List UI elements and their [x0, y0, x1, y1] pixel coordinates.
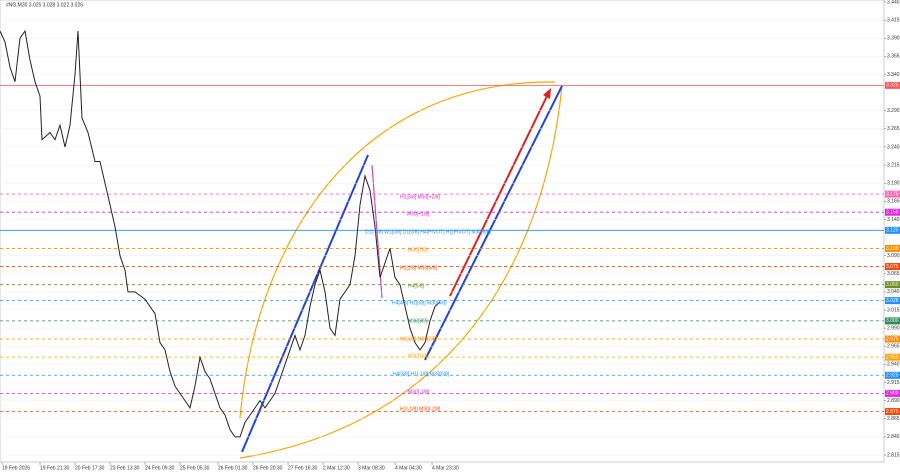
y-tick-label: 2.840 [887, 434, 900, 440]
x-tick-label: 25 Feb 05:30 [180, 465, 210, 471]
price-tag [885, 353, 900, 361]
price-tag-label: 3.175 [886, 191, 899, 197]
price-line [0, 29, 441, 438]
price-tag [885, 190, 900, 198]
level-annotation: M30[3/8] [408, 318, 428, 324]
x-tick-label: 20 Feb 17:30 [75, 465, 105, 471]
y-tick-label: 3.090 [887, 253, 900, 259]
y-tick-label: 3.215 [887, 162, 900, 168]
y-tick-label: 3.190 [887, 181, 900, 187]
price-tag-label: 3.325 [886, 83, 899, 89]
price-tag [885, 281, 900, 289]
price-tag-label: 2.900 [886, 391, 899, 397]
x-tick-label: 2 Mar 12:30 [323, 465, 350, 471]
x-tick-label: 24 Feb 09:30 [145, 465, 175, 471]
y-tick-label: 3.065 [887, 271, 900, 277]
x-tick-label: 26 Feb 01:30 [218, 465, 248, 471]
arc-lower [239, 85, 563, 459]
x-tick-label: 19 Feb 2026 [2, 465, 30, 471]
price-tag [885, 408, 900, 416]
price-tag-label: 2.925 [886, 373, 899, 379]
y-tick-label: 3.140 [887, 217, 900, 223]
price-tag [885, 208, 900, 216]
level-annotation: H1[1/8] M30[6/8] [400, 265, 438, 271]
plot-area [0, 0, 885, 463]
price-tag [885, 389, 900, 397]
x-tick-label: 26 Feb 20:30 [253, 465, 283, 471]
level-annotation: M30[+1/8] [407, 211, 430, 217]
price-tag-label: 3.050 [886, 282, 899, 288]
price-tag [885, 297, 900, 305]
level-annotation: H4[3/8] H1[-1/8] M30[0/8] [393, 371, 450, 377]
price-tag-label: 3.125 [886, 228, 899, 234]
y-tick-label: 2.890 [887, 398, 900, 404]
level-annotation: H1[3/8] M30[+2/8] [400, 194, 440, 200]
price-tag-label: 3.150 [886, 210, 899, 216]
chart-title: #NG,M30 3.025 3.028 3.022 3.026 [6, 2, 83, 8]
level-annotation: H4[5/8] [408, 283, 425, 289]
arrow [449, 93, 549, 297]
arrow-head [543, 88, 551, 99]
price-tag-label: 3.028 [886, 298, 899, 304]
y-tick-label: 2.965 [887, 344, 900, 350]
level-annotation: M30[1/8] [408, 353, 428, 359]
arc-upper [239, 81, 556, 419]
price-tag [885, 263, 900, 271]
x-tick-label: 23 Feb 13:30 [110, 465, 140, 471]
price-tag [885, 81, 900, 89]
level-annotation: D1[-1/8] W1[0/8] D1[0/8] H4[PIVOT] H1[PI… [365, 229, 491, 235]
y-tick-label: 2.990 [887, 325, 900, 331]
y-tick-label: 3.415 [887, 17, 900, 23]
price-tag-label: 3.075 [886, 264, 899, 270]
y-tick-label: 2.865 [887, 416, 900, 422]
y-tick-label: 3.290 [887, 108, 900, 114]
x-tick-label: 3 Mar 08:30 [358, 465, 385, 471]
price-tag-label: 2.875 [886, 409, 899, 415]
price-tag [885, 226, 900, 234]
y-tick-label: 3.440 [887, 0, 900, 5]
price-tag-label: 3.100 [886, 246, 899, 252]
y-tick-label: 3.040 [887, 289, 900, 295]
price-tag [885, 371, 900, 379]
y-tick-label: 2.815 [887, 452, 900, 458]
y-tick-label: 2.915 [887, 380, 900, 386]
y-tick-label: 2.940 [887, 362, 900, 368]
y-tick-label: 3.015 [887, 307, 900, 313]
trend-line [241, 154, 369, 453]
x-tick-label: 19 Feb 21:30 [40, 465, 70, 471]
price-tag [885, 317, 900, 325]
trend-line [424, 85, 563, 361]
level-annotation: M30[-1/8] [408, 389, 430, 395]
x-tick-label: 27 Feb 16:30 [288, 465, 318, 471]
y-tick-label: 3.365 [887, 54, 900, 60]
level-annotation: H1[1/8] M30[2/8] [400, 336, 438, 342]
price-tag-label: 2.975 [886, 336, 899, 342]
x-tick-label: 4 Mar 04:30 [395, 465, 422, 471]
y-tick-label: 3.265 [887, 126, 900, 132]
y-tick-label: 3.340 [887, 72, 900, 78]
level-annotation: M30[7/8] [408, 247, 428, 253]
price-tag [885, 244, 900, 252]
y-tick-label: 3.165 [887, 199, 900, 205]
price-tag-label: 3.000 [886, 318, 899, 324]
y-tick-label: 3.240 [887, 144, 900, 150]
x-tick-label: 4 Mar 23:30 [432, 465, 459, 471]
price-tag-label: 2.950 [886, 354, 899, 360]
price-tag [885, 335, 900, 343]
y-tick-label: 3.390 [887, 36, 900, 42]
level-annotation: H4[4/8] H1[0/8] M30[4/8] [392, 300, 447, 306]
overlay [0, 1, 884, 459]
level-annotation: H1[-1/8] M30[-2/8] [400, 406, 441, 412]
